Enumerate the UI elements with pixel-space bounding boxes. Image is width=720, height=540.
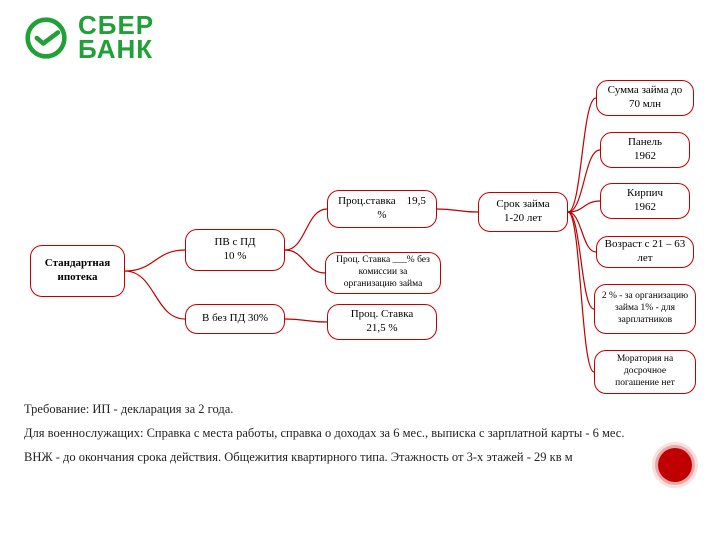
tree-node-rate215: Проц. Ставка21,5 % — [327, 304, 437, 340]
tree-node-rate195: Проц.ставка 19,5 % — [327, 190, 437, 228]
sber-logo-text: СБЕР БАНК — [78, 14, 154, 62]
tree-node-age: Возраст с 21 – 63 лет — [596, 236, 694, 268]
logo-line2: БАНК — [78, 38, 154, 62]
tree-node-brick: Кирпич1962 — [600, 183, 690, 219]
tree-node-pv_pd: ПВ с ПД10 % — [185, 229, 285, 271]
tree-node-term: Срок займа1-20 лет — [478, 192, 568, 232]
footer-line-2: Для военнослужащих: Справка с места рабо… — [24, 422, 664, 446]
tree-node-v_bez: В без ПД 30% — [185, 304, 285, 334]
sber-logo: СБЕР БАНК — [24, 14, 154, 62]
footer-line-3: ВНЖ - до окончания срока действия. Общеж… — [24, 446, 664, 470]
footer-line-1: Требование: ИП - декларация за 2 года. — [24, 398, 664, 422]
sber-logo-icon — [24, 16, 68, 60]
tree-node-panel: Панель1962 — [600, 132, 690, 168]
tree-node-fees: 2 % - за организацию займа 1% - для зарп… — [594, 284, 696, 334]
tree-node-root: Стандартная ипотека — [30, 245, 125, 297]
accent-dot — [658, 448, 692, 482]
tree-node-nocomm: Проц. Ставка ___% без комиссии за органи… — [325, 252, 441, 294]
footer-text: Требование: ИП - декларация за 2 года. Д… — [24, 398, 664, 469]
tree-node-sum: Сумма займа до 70 млн — [596, 80, 694, 116]
tree-node-morat: Моратория на досрочное погашение нет — [594, 350, 696, 394]
